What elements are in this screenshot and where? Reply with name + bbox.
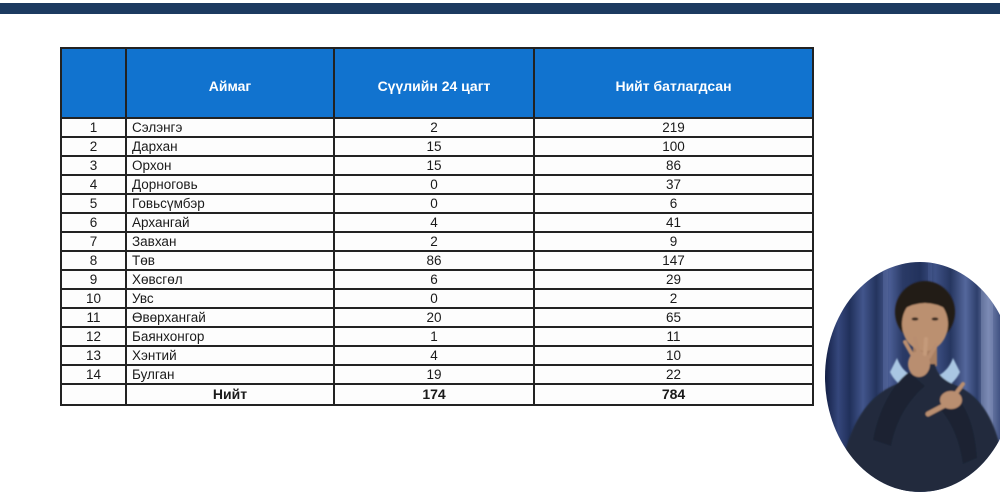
right-hand [925,382,965,417]
interpreter-person [839,281,1000,492]
table-row: 14 Булган 19 22 [60,364,814,385]
cell-row-number: 11 [60,307,127,328]
col-header-last-24h: Сүүлийн 24 цагт [333,47,535,119]
cell-last-24h: 15 [333,155,535,176]
col-header-total-confirmed: Нийт батлагдсан [533,47,814,119]
table-header-row: Аймаг Сүүлийн 24 цагт Нийт батлагдсан [60,47,814,119]
cell-last-24h: 20 [333,307,535,328]
table-row: 1 Сэлэнгэ 2 219 [60,117,814,138]
cell-aimag-name: Өвөрхангай [125,307,335,328]
cell-total-confirmed: 22 [533,364,814,385]
table-row: 3 Орхон 15 86 [60,155,814,176]
cell-row-number: 3 [60,155,127,176]
cell-last-24h: 6 [333,269,535,290]
cell-total-confirmed: 37 [533,174,814,195]
cell-row-number: 7 [60,231,127,252]
left-arm [873,372,925,446]
cell-aimag-name: Говьсүмбэр [125,193,335,214]
col-header-aimag: Аймаг [125,47,335,119]
cell-aimag-name: Хэнтий [125,345,335,366]
cell-aimag-name: Дорноговь [125,174,335,195]
cell-last-24h: 2 [333,231,535,252]
cell-row-number: 13 [60,345,127,366]
cell-aimag-name: Булган [125,364,335,385]
table-row: 4 Дорноговь 0 37 [60,174,814,195]
cell-aimag-name: Увс [125,288,335,309]
cell-aimag-name: Төв [125,250,335,271]
cell-aimag-name: Дархан [125,136,335,157]
right-arm [941,398,977,464]
cell-last-24h: 1 [333,326,535,347]
cell-row-number: 4 [60,174,127,195]
cell-aimag-name: Орхон [125,155,335,176]
total-row: Нийт 174 784 [60,383,814,406]
table-row: 8 Төв 86 147 [60,250,814,271]
cell-last-24h: 2 [333,117,535,138]
cell-aimag-name: Архангай [125,212,335,233]
cell-total-confirmed: 147 [533,250,814,271]
cell-row-number: 1 [60,117,127,138]
cell-last-24h: 0 [333,288,535,309]
cell-total-confirmed: 6 [533,193,814,214]
cell-last-24h: 86 [333,250,535,271]
col-header-index [60,47,127,119]
table-row: 10 Увс 0 2 [60,288,814,309]
sign-language-interpreter-video [825,262,1000,492]
cell-total-confirmed: 9 [533,231,814,252]
cell-last-24h: 0 [333,193,535,214]
total-confirmed-value: 784 [533,383,814,406]
cell-aimag-name: Хөвсгөл [125,269,335,290]
cell-total-confirmed: 10 [533,345,814,366]
cell-total-confirmed: 29 [533,269,814,290]
cell-total-confirmed: 219 [533,117,814,138]
cell-row-number: 12 [60,326,127,347]
interpreter-illustration [825,262,1000,492]
cell-row-number: 14 [60,364,127,385]
cell-last-24h: 4 [333,212,535,233]
table-row: 11 Өвөрхангай 20 65 [60,307,814,328]
table-body: 1 Сэлэнгэ 2 219 2 Дархан 15 100 3 Орхон 15 86 4 Дорно… [60,117,814,385]
cell-row-number: 8 [60,250,127,271]
total-last-24h-value: 174 [333,383,535,406]
total-row-empty-cell [60,383,127,406]
cell-row-number: 9 [60,269,127,290]
cell-last-24h: 0 [333,174,535,195]
cell-aimag-name: Баянхонгор [125,326,335,347]
top-navy-bar [0,3,1000,14]
cell-last-24h: 15 [333,136,535,157]
table-row: 7 Завхан 2 9 [60,231,814,252]
cell-row-number: 6 [60,212,127,233]
cell-total-confirmed: 2 [533,288,814,309]
cell-row-number: 10 [60,288,127,309]
table-row: 5 Говьсүмбэр 0 6 [60,193,814,214]
cell-row-number: 5 [60,193,127,214]
cell-last-24h: 19 [333,364,535,385]
cell-total-confirmed: 11 [533,326,814,347]
left-hand [903,336,938,377]
table-row: 9 Хөвсгөл 6 29 [60,269,814,290]
cell-aimag-name: Сэлэнгэ [125,117,335,138]
total-row-label: Нийт [125,383,335,406]
cell-total-confirmed: 100 [533,136,814,157]
table-row: 12 Баянхонгор 1 11 [60,326,814,347]
table-row: 13 Хэнтий 4 10 [60,345,814,366]
cell-total-confirmed: 41 [533,212,814,233]
cell-total-confirmed: 86 [533,155,814,176]
cell-aimag-name: Завхан [125,231,335,252]
cell-row-number: 2 [60,136,127,157]
table-row: 2 Дархан 15 100 [60,136,814,157]
cell-total-confirmed: 65 [533,307,814,328]
cell-last-24h: 4 [333,345,535,366]
table-row: 6 Архангай 4 41 [60,212,814,233]
